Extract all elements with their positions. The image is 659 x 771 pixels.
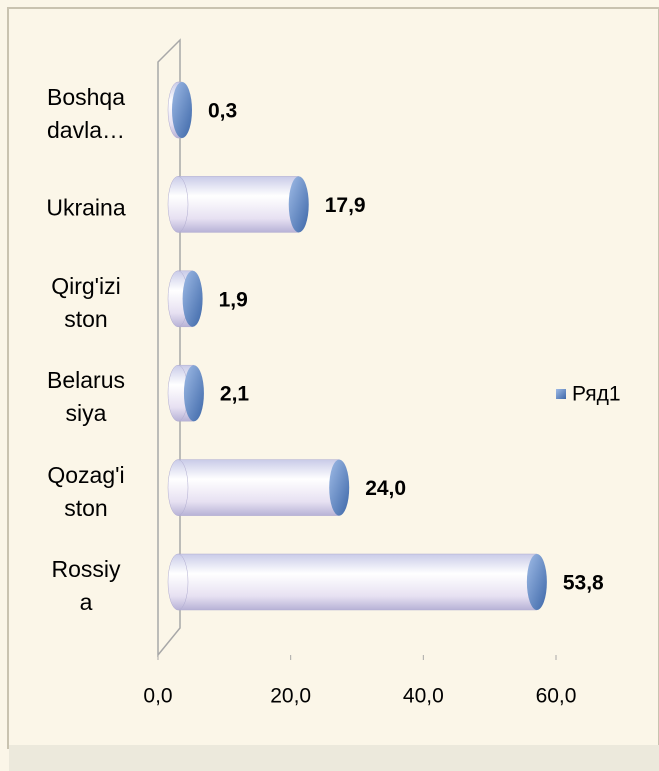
value-label: 2,1: [220, 383, 250, 406]
bar-start-cap: [167, 176, 189, 233]
bar-body: [177, 176, 299, 233]
footer-strip: [9, 745, 659, 771]
bar-end-cap: [183, 365, 204, 422]
value-label: 53,8: [563, 572, 604, 595]
bar-end-cap: [171, 82, 192, 138]
x-tick-label: 40,0: [403, 685, 444, 708]
bar-start-cap: [167, 459, 189, 516]
bar-body: [177, 553, 538, 611]
bar-end-cap: [526, 554, 547, 610]
back-wall: [157, 38, 181, 658]
value-label: 1,9: [219, 288, 248, 311]
y-tick-label: Rossiy a: [51, 556, 121, 615]
bar-end-cap: [182, 270, 203, 327]
y-tick-label: Ukraina: [46, 194, 126, 221]
value-label: 0,3: [208, 100, 237, 123]
x-tick-label: 20,0: [270, 685, 311, 708]
y-tick-label: Qirg'izi ston: [51, 272, 121, 332]
y-tick-label: Qozag'i ston: [47, 461, 125, 521]
y-tick-label: Belarus siya: [47, 367, 125, 427]
bar: [167, 176, 309, 233]
bar: [167, 81, 192, 139]
value-label: 24,0: [365, 477, 406, 500]
x-tick-label: 0,0: [143, 685, 172, 708]
bar: [167, 553, 547, 611]
bar: [167, 270, 203, 328]
bar: [167, 459, 350, 516]
y-tick-label: Boshqa davla…: [46, 84, 125, 143]
x-tick-label: 60,0: [536, 685, 577, 708]
legend-swatch: [556, 389, 566, 399]
value-label: 17,9: [325, 194, 366, 217]
bar-end-cap: [329, 459, 350, 516]
bar-body: [177, 459, 340, 516]
bar-start-cap: [167, 553, 189, 611]
legend-label: Ряд1: [572, 383, 621, 406]
bar: [167, 364, 204, 422]
bar-end-cap: [288, 176, 309, 233]
